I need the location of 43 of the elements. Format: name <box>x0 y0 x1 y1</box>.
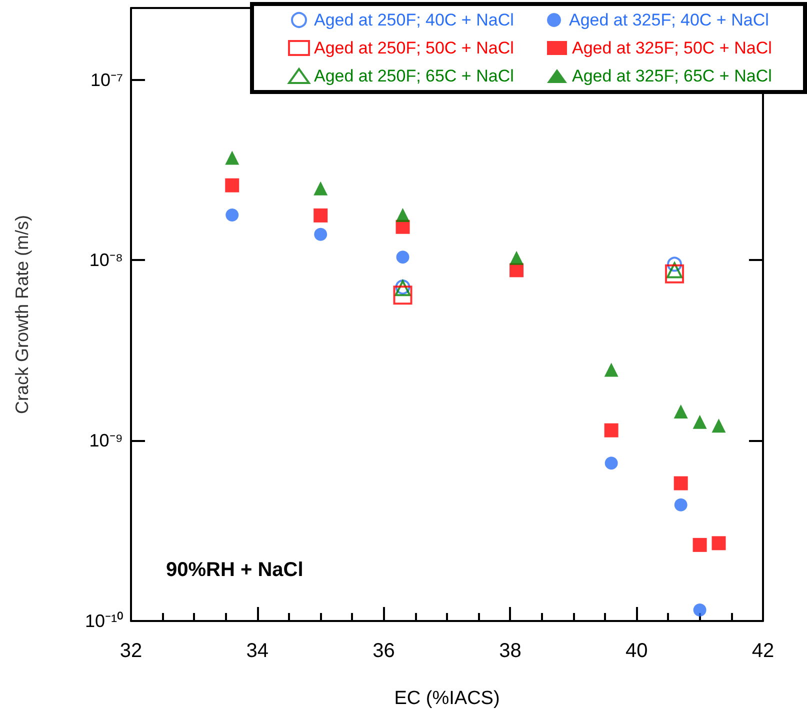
y-tick-label: 10⁻⁷ <box>90 70 123 90</box>
point <box>396 208 410 222</box>
x-axis-title: EC (%IACS) <box>394 688 500 709</box>
x-tick-label: 40 <box>625 640 648 662</box>
point <box>396 250 410 264</box>
x-tick-label: 38 <box>499 640 522 662</box>
legend-label: Aged at 325F; 65C + NaCl <box>572 66 772 86</box>
x-tick-label: 32 <box>120 640 142 662</box>
point <box>225 178 240 192</box>
x-tick-label: 42 <box>752 640 774 662</box>
point <box>225 150 240 165</box>
legend-label: Aged at 325F; 50C + NaCl <box>572 38 772 58</box>
point <box>712 418 726 433</box>
legend-label: Aged at 250F; 40C + NaCl <box>314 10 514 30</box>
point <box>674 476 688 490</box>
legend-label: Aged at 250F; 50C + NaCl <box>314 38 514 58</box>
point <box>666 262 683 278</box>
point <box>665 264 684 284</box>
point <box>604 456 618 470</box>
y-axis-title: Crack Growth Rate (m/s) <box>12 214 32 414</box>
y-tick-label: 10⁻¹⁰ <box>84 611 123 631</box>
legend-label: Aged at 325F; 40C + NaCl <box>569 10 769 30</box>
point <box>674 404 688 418</box>
point <box>692 414 707 429</box>
point <box>314 181 328 196</box>
annotation: 90%RH + NaCl <box>166 559 304 581</box>
legend-label: Aged at 250F; 65C + NaCl <box>314 66 514 86</box>
x-tick-label: 36 <box>372 640 395 662</box>
point <box>667 256 682 272</box>
point <box>314 208 328 222</box>
point <box>604 362 618 377</box>
x-tick-label: 34 <box>246 640 269 662</box>
point <box>674 498 688 512</box>
y-tick-label: 10⁻⁸ <box>89 250 123 270</box>
point <box>314 228 328 241</box>
point <box>692 538 707 552</box>
point <box>604 423 618 438</box>
y-tick-label: 10⁻⁹ <box>89 430 123 451</box>
point <box>226 208 239 222</box>
point <box>393 286 412 305</box>
point <box>712 536 726 550</box>
point <box>510 250 524 265</box>
point <box>693 604 706 617</box>
